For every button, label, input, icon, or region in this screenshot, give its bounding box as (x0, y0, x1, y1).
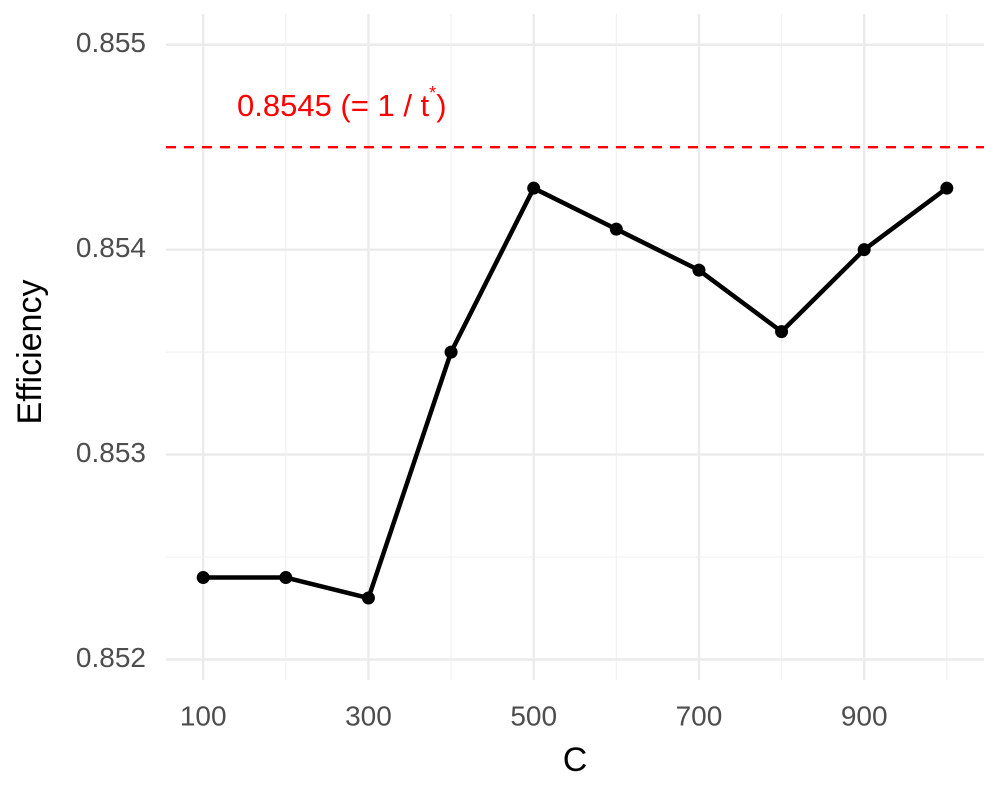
y-axis-title: Efficiency (11, 280, 49, 425)
data-point (775, 325, 789, 339)
x-tick-label: 900 (841, 700, 888, 731)
data-point (527, 181, 541, 195)
data-point (940, 181, 954, 195)
grid (166, 14, 984, 680)
data-point (279, 571, 293, 585)
data-point (361, 591, 375, 605)
x-axis-title: C (563, 741, 588, 779)
data-point (196, 571, 210, 585)
y-tick-label: 0.852 (76, 642, 146, 673)
data-point (857, 243, 871, 257)
plot-marks (166, 145, 984, 605)
x-tick-label: 700 (676, 700, 723, 731)
data-line (203, 185, 949, 601)
y-tick-label: 0.854 (76, 232, 146, 263)
y-tick-label: 0.853 (76, 437, 146, 468)
data-point (609, 222, 623, 236)
data-point (444, 345, 458, 359)
annotation-superscript: * (429, 83, 436, 103)
x-tick-label: 300 (345, 700, 392, 731)
x-tick-label: 500 (510, 700, 557, 731)
annotation-text: 0.8545 (= 1 / t (237, 88, 430, 123)
annotation: 0.8545 (= 1 / t*) (237, 83, 447, 123)
y-tick-label: 0.855 (76, 27, 146, 58)
data-point (692, 263, 706, 277)
x-tick-label: 100 (180, 700, 227, 731)
annotation-text-after: ) (436, 88, 446, 123)
